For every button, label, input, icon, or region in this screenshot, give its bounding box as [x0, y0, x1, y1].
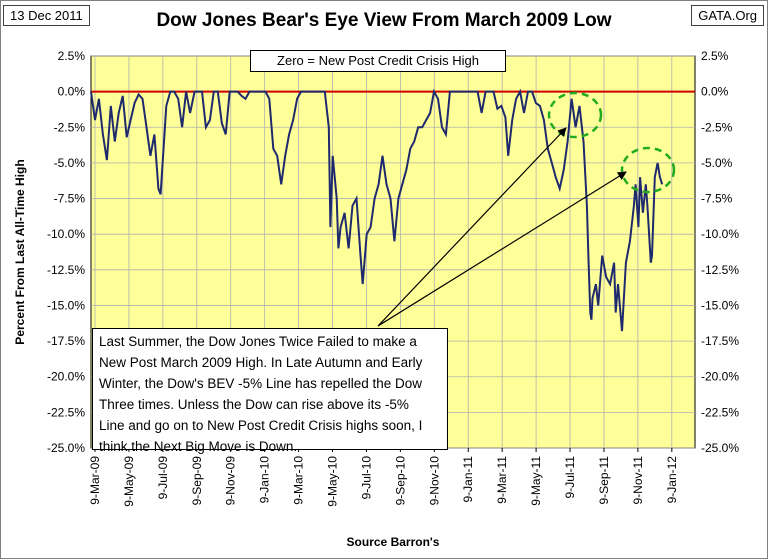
y-tick-label: 0.0% [58, 85, 86, 99]
y-tick-label: -20.0% [47, 370, 85, 384]
note-line: New Post March 2009 High. In Late Autumn… [99, 355, 423, 370]
x-tick-label: 9-Sep-09 [190, 456, 204, 506]
y-tick-label: -5.0% [701, 156, 733, 170]
x-tick-label: 9-Jul-10 [359, 456, 373, 500]
y-tick-label: -7.5% [701, 192, 733, 206]
y-tick-label: -20.0% [701, 370, 739, 384]
x-tick-label: 9-May-10 [326, 456, 340, 507]
y-tick-label: -12.5% [701, 263, 739, 277]
y-tick-label: -2.5% [701, 120, 733, 134]
note-line: Winter, the Dow's BEV -5% Line has repel… [99, 376, 422, 391]
y-tick-label: -7.5% [54, 192, 86, 206]
x-axis: 9-Mar-09 9-May-09 9-Jul-09 9-Sep-09 9-Nov-09… [88, 448, 679, 507]
y-tick-label: -10.0% [701, 227, 739, 241]
annotation-arrows [377, 127, 627, 327]
x-tick-label: 9-Nov-10 [427, 456, 441, 506]
y-tick-label: -22.5% [47, 405, 85, 419]
x-axis-title: Source Barron's [347, 535, 440, 549]
y-tick-label: -25.0% [47, 441, 85, 455]
x-tick-label: 9-Mar-09 [88, 456, 102, 505]
note-line: Three times. Unless the Dow can rise abo… [99, 397, 409, 412]
chart-title: Dow Jones Bear's Eye View From March 200… [156, 10, 612, 31]
y-tick-label: -5.0% [54, 156, 86, 170]
failed-high-circle-summer [547, 91, 603, 139]
y-axis-right: 2.5% 0.0% -2.5% -5.0% -7.5% -10.0% -12.5% -15.0… [701, 49, 739, 455]
note-line: think the Next Big Move is Down. [99, 439, 298, 454]
note-line: Last Summer, the Dow Jones Twice Failed … [99, 334, 417, 349]
y-tick-label: -10.0% [47, 227, 85, 241]
y-tick-label: -17.5% [47, 334, 85, 348]
x-tick-label: 9-Jul-11 [563, 456, 577, 499]
date-label: 13 Dec 2011 [3, 5, 90, 26]
x-tick-label: 9-Mar-11 [495, 456, 509, 504]
y-tick-label: -15.0% [701, 298, 739, 312]
y-tick-label: 0.0% [701, 85, 729, 99]
x-tick-label: 9-Nov-11 [631, 456, 645, 505]
x-tick-label: 9-Sep-11 [597, 456, 611, 505]
annotation-note: Last Summer, the Dow Jones Twice Failed … [92, 328, 448, 454]
zero-legend-box: Zero = New Post Credit Crisis High [250, 50, 506, 72]
x-tick-label: 9-Jul-09 [156, 456, 170, 500]
y-tick-label: -25.0% [701, 441, 739, 455]
note-line: Line and go on to New Post Credit Crisis… [99, 418, 423, 433]
y-tick-label: -2.5% [54, 120, 86, 134]
x-tick-label: 9-Sep-10 [393, 456, 407, 506]
y-tick-label: -17.5% [701, 334, 739, 348]
failed-high-circle-winter [620, 146, 676, 194]
y-tick-label: -15.0% [47, 298, 85, 312]
x-tick-label: 9-Nov-09 [224, 456, 238, 506]
y-tick-label: -22.5% [701, 405, 739, 419]
source-badge: GATA.Org [691, 5, 764, 26]
y-tick-label: 2.5% [58, 49, 86, 63]
y-axis-left: 2.5% 0.0% -2.5% -5.0% -7.5% -10.0% -12.5% -15.0… [47, 49, 85, 455]
arrow-to-summer-high [377, 127, 567, 327]
x-tick-label: 9-May-09 [122, 456, 136, 507]
x-tick-label: 9-Jan-11 [461, 456, 475, 503]
x-tick-label: 9-Jan-10 [258, 456, 272, 504]
y-axis-title: Percent From Last All-Time High [13, 159, 27, 344]
x-tick-label: 9-Mar-10 [292, 456, 306, 505]
arrow-to-winter-high [377, 171, 627, 327]
y-tick-label: 2.5% [701, 49, 729, 63]
x-tick-label: 9-May-11 [529, 456, 543, 506]
x-tick-label: 9-Jan-12 [665, 456, 679, 504]
y-tick-label: -12.5% [47, 263, 85, 277]
dow-bev-series-line [90, 88, 664, 332]
